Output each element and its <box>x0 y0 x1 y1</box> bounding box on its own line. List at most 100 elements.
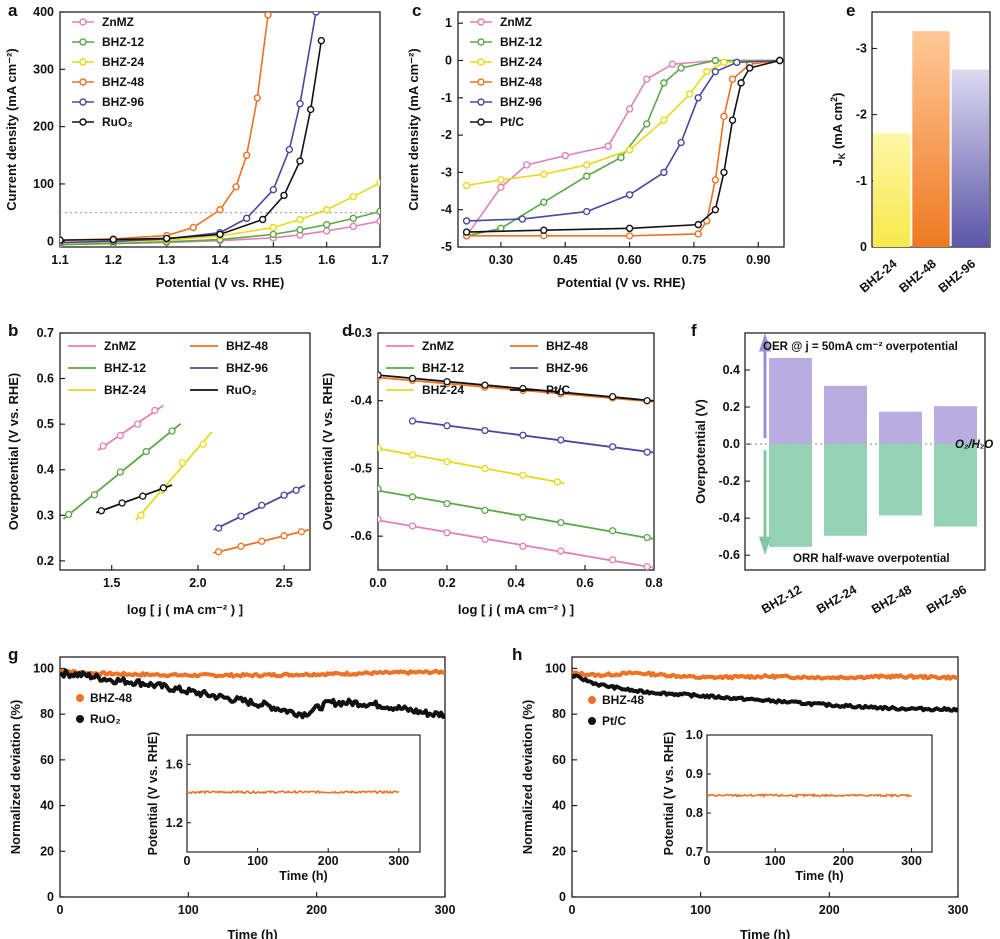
legend-marker <box>477 18 485 26</box>
inset-x-axis-label: Time (h) <box>795 869 843 883</box>
panel-letter-f: f <box>691 321 697 340</box>
data-point <box>378 515 382 523</box>
data-point <box>519 431 527 439</box>
y-tick-label: 1 <box>445 16 452 30</box>
inset-chart: 0 100 200 300 1.2 1.6 Time (h) Potential (V vs.… <box>146 732 421 883</box>
inset-y-tick-label: 1.2 <box>166 816 183 830</box>
data-point <box>522 161 531 169</box>
data-point <box>711 176 720 184</box>
inset-x-tick-label: 200 <box>833 854 854 868</box>
inset-x-tick-label: 100 <box>247 854 268 868</box>
y-axis-label: Overpotential (V vs. RHE) <box>320 373 335 530</box>
data-point <box>518 215 527 223</box>
data-point <box>561 151 569 160</box>
y-tick-label: 200 <box>33 120 54 134</box>
data-point <box>139 492 147 500</box>
x-tick-label: 1.2 <box>105 253 122 267</box>
y-tick-label: -0.5 <box>350 461 372 475</box>
x-tick-label: 0.0 <box>369 576 386 590</box>
legend-label: BHZ-48 <box>546 339 588 353</box>
data-point <box>462 181 471 190</box>
data-point <box>269 223 278 232</box>
x-tick-label: BHZ-48 <box>896 257 939 296</box>
y-tick-label: 0.0 <box>723 437 740 451</box>
x-axis-label: Time (h) <box>740 927 790 939</box>
y-axis-label: Overpotential (V) <box>693 399 708 504</box>
panel-letter-b: b <box>8 321 18 340</box>
data-point <box>443 422 451 430</box>
x-tick-label: 0.8 <box>645 576 662 590</box>
series-line-BHZ-48 <box>60 14 269 241</box>
panel-letter-e: e <box>846 1 855 20</box>
legend-label: BHZ-96 <box>546 361 588 375</box>
data-point <box>378 485 382 493</box>
inset-x-tick-label: 0 <box>184 854 191 868</box>
panel-h: 0 100 200 300 0 20 40 60 80 100 Time (h) Normalized… <box>520 656 968 939</box>
fit-line-ZnMZ <box>378 519 654 569</box>
bar-orr-BHZ-48 <box>879 444 922 516</box>
x-tick-label: 1.4 <box>211 253 228 267</box>
y-tick-label: 80 <box>552 707 566 721</box>
data-point <box>64 510 73 519</box>
data-point <box>582 161 591 169</box>
data-point <box>269 230 278 239</box>
legend-label: ZnMZ <box>102 15 134 29</box>
y-tick-label: -3 <box>856 41 867 55</box>
inset-chart: 0 100 200 300 0.7 0.8 0.9 1.0 Time (h) Potential … <box>662 728 933 883</box>
bar-oer-BHZ-48 <box>879 411 922 445</box>
y-tick-label: 300 <box>33 62 54 76</box>
data-point <box>408 451 417 459</box>
y-tick-label: -0.4 <box>350 394 372 408</box>
data-point <box>660 116 668 124</box>
legend-marker <box>588 717 596 725</box>
legend-marker <box>76 694 84 702</box>
x-tick-label: 1.1 <box>51 253 68 267</box>
x-tick-label: 100 <box>690 903 711 917</box>
y-tick-label: 40 <box>552 799 566 813</box>
data-point <box>481 381 489 389</box>
data-point <box>296 157 304 165</box>
data-point <box>189 223 198 232</box>
data-point <box>99 442 107 450</box>
data-point <box>625 224 634 233</box>
series-line-Pt/C <box>572 673 958 713</box>
legend-label: BHZ-24 <box>102 55 144 69</box>
bar-oer-BHZ-12 <box>769 357 812 445</box>
plot-frame <box>744 332 986 571</box>
x-tick-label: 0.6 <box>576 576 593 590</box>
data-point <box>317 36 326 45</box>
data-point <box>660 79 668 87</box>
data-point <box>462 217 471 225</box>
legend-marker <box>79 18 87 26</box>
data-point <box>608 393 617 401</box>
x-axis-label: log [ j ( mA cm⁻² ) ] <box>458 602 574 617</box>
legend-label: BHZ-12 <box>102 35 144 49</box>
x-tick-label: BHZ-96 <box>924 582 969 616</box>
legend-label: BHZ-12 <box>422 361 464 375</box>
data-point <box>178 459 187 467</box>
legend-label: BHZ-24 <box>500 55 542 69</box>
bar-oer-BHZ-96 <box>934 406 977 445</box>
legend-label: BHZ-12 <box>500 35 542 49</box>
bar-BHZ-24 <box>873 133 911 247</box>
x-tick-label: 0.60 <box>617 253 641 267</box>
y-tick-label: 80 <box>40 707 54 721</box>
x-tick-label: 1.5 <box>265 253 282 267</box>
y-tick-label: 0 <box>860 240 867 254</box>
bar-orr-BHZ-12 <box>769 444 812 547</box>
x-tick-label: 200 <box>306 903 327 917</box>
data-point <box>481 535 489 544</box>
series-line-BHZ-48 <box>60 668 445 679</box>
data-point <box>776 56 784 65</box>
data-point <box>481 506 489 515</box>
series-line-BHZ-48 <box>572 670 958 681</box>
data-point <box>737 79 745 87</box>
data-point <box>720 168 728 177</box>
fit-line-BHZ-12 <box>378 489 654 540</box>
x-tick-label: BHZ-12 <box>759 582 804 616</box>
x-tick-label: BHZ-48 <box>869 582 914 616</box>
series-line-BHZ-96 <box>60 12 317 244</box>
legend-label: BHZ-96 <box>102 95 144 109</box>
y-tick-label: 0.6 <box>37 372 54 386</box>
x-tick-label: 100 <box>178 903 199 917</box>
